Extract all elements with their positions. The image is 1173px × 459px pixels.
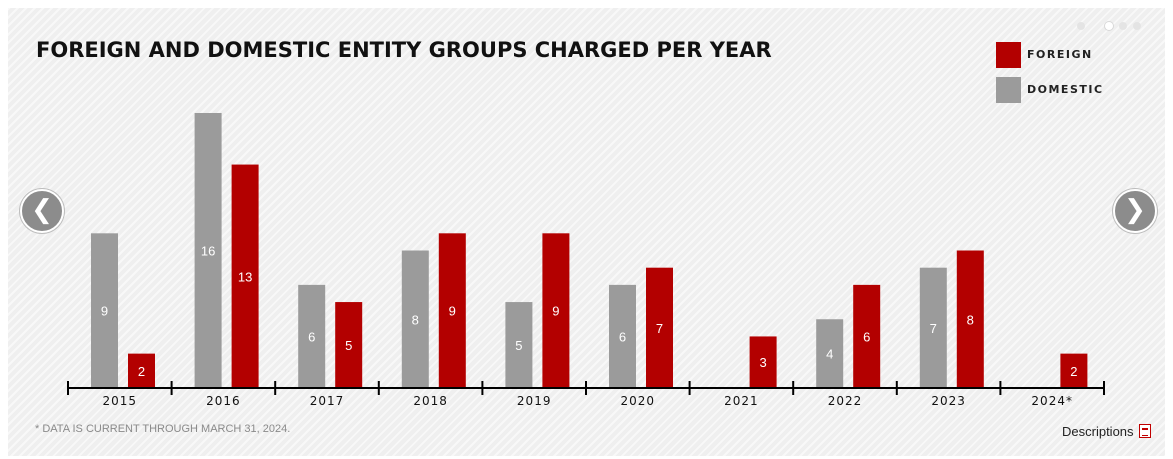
bar-domestic-2022 [816,319,844,388]
data-label-foreign-2020: 7 [656,321,663,336]
x-tick-label: 2016 [206,394,241,408]
chevron-right-icon: ❯ [1124,195,1146,225]
legend-label-domestic: DOMESTIC [1027,83,1104,96]
data-label-domestic-2020: 6 [619,329,626,344]
data-label-foreign-2018: 9 [449,304,456,319]
chart-title: FOREIGN AND DOMESTIC ENTITY GROUPS CHARG… [36,38,772,62]
data-label-domestic-2018: 8 [412,312,419,327]
descriptions-link[interactable]: Descriptions [1062,424,1151,439]
data-label-foreign-2022: 6 [863,329,870,344]
data-label-domestic-2019: 5 [515,338,522,353]
descriptions-link-label: Descriptions [1062,424,1134,439]
data-label-foreign-2023: 8 [967,312,974,327]
x-tick-label: 2023 [931,394,966,408]
bar-domestic-2015 [91,233,118,388]
bar-domestic-2019 [505,302,533,388]
data-label-domestic-2016: 16 [201,244,215,259]
data-label-foreign-2024*: 2 [1070,364,1077,379]
bar-foreign-2018 [438,233,466,388]
bar-foreign-2022 [853,284,881,388]
carousel-dot[interactable] [1077,22,1085,30]
x-tick-label: 2021 [724,394,759,408]
bar-domestic-2018 [401,250,429,388]
bar-foreign-2019 [542,233,570,388]
data-label-foreign-2016: 13 [238,269,252,284]
bar-foreign-2015 [128,353,155,388]
data-label-foreign-2019: 9 [552,304,559,319]
footnote: * DATA IS CURRENT THROUGH MARCH 31, 2024… [35,423,291,435]
carousel-dot-active[interactable] [1105,22,1113,30]
data-label-domestic-2023: 7 [930,321,937,336]
bar-domestic-2016 [194,113,222,388]
carousel-dot[interactable] [1119,22,1127,30]
x-tick-label: 2017 [310,394,345,408]
data-label-foreign-2021: 3 [759,355,766,370]
previous-slide-button[interactable]: ❮ [20,189,64,233]
data-label-domestic-2015: 9 [101,304,108,319]
bar-domestic-2020 [609,284,636,388]
bar-foreign-2021 [749,336,777,388]
bar-foreign-2023 [956,250,984,388]
bar-foreign-2016 [231,164,259,388]
bar-domestic-2017 [298,284,326,388]
bar-foreign-2017 [335,302,363,388]
next-slide-button[interactable]: ❯ [1113,189,1157,233]
x-tick-label: 2024* [1031,394,1073,408]
data-label-foreign-2015: 2 [138,364,145,379]
x-tick-label: 2018 [413,394,448,408]
data-label-domestic-2017: 6 [308,329,315,344]
bar-foreign-2024* [1060,353,1088,388]
data-label-foreign-2017: 5 [345,338,352,353]
x-tick-label: 2020 [621,394,656,408]
x-tick-label: 2019 [517,394,552,408]
bar-foreign-2020 [646,267,673,388]
chevron-left-icon: ❮ [31,195,53,225]
x-tick-label: 2015 [103,394,138,408]
carousel-dot[interactable] [1133,22,1141,30]
pdf-icon [1138,424,1151,438]
bar-domestic-2023 [919,267,947,388]
legend-swatch-foreign [996,42,1021,68]
data-label-domestic-2022: 4 [826,347,833,362]
x-tick-label: 2022 [828,394,863,408]
legend-swatch-domestic [996,77,1021,103]
legend-label-foreign: FOREIGN [1027,48,1093,61]
